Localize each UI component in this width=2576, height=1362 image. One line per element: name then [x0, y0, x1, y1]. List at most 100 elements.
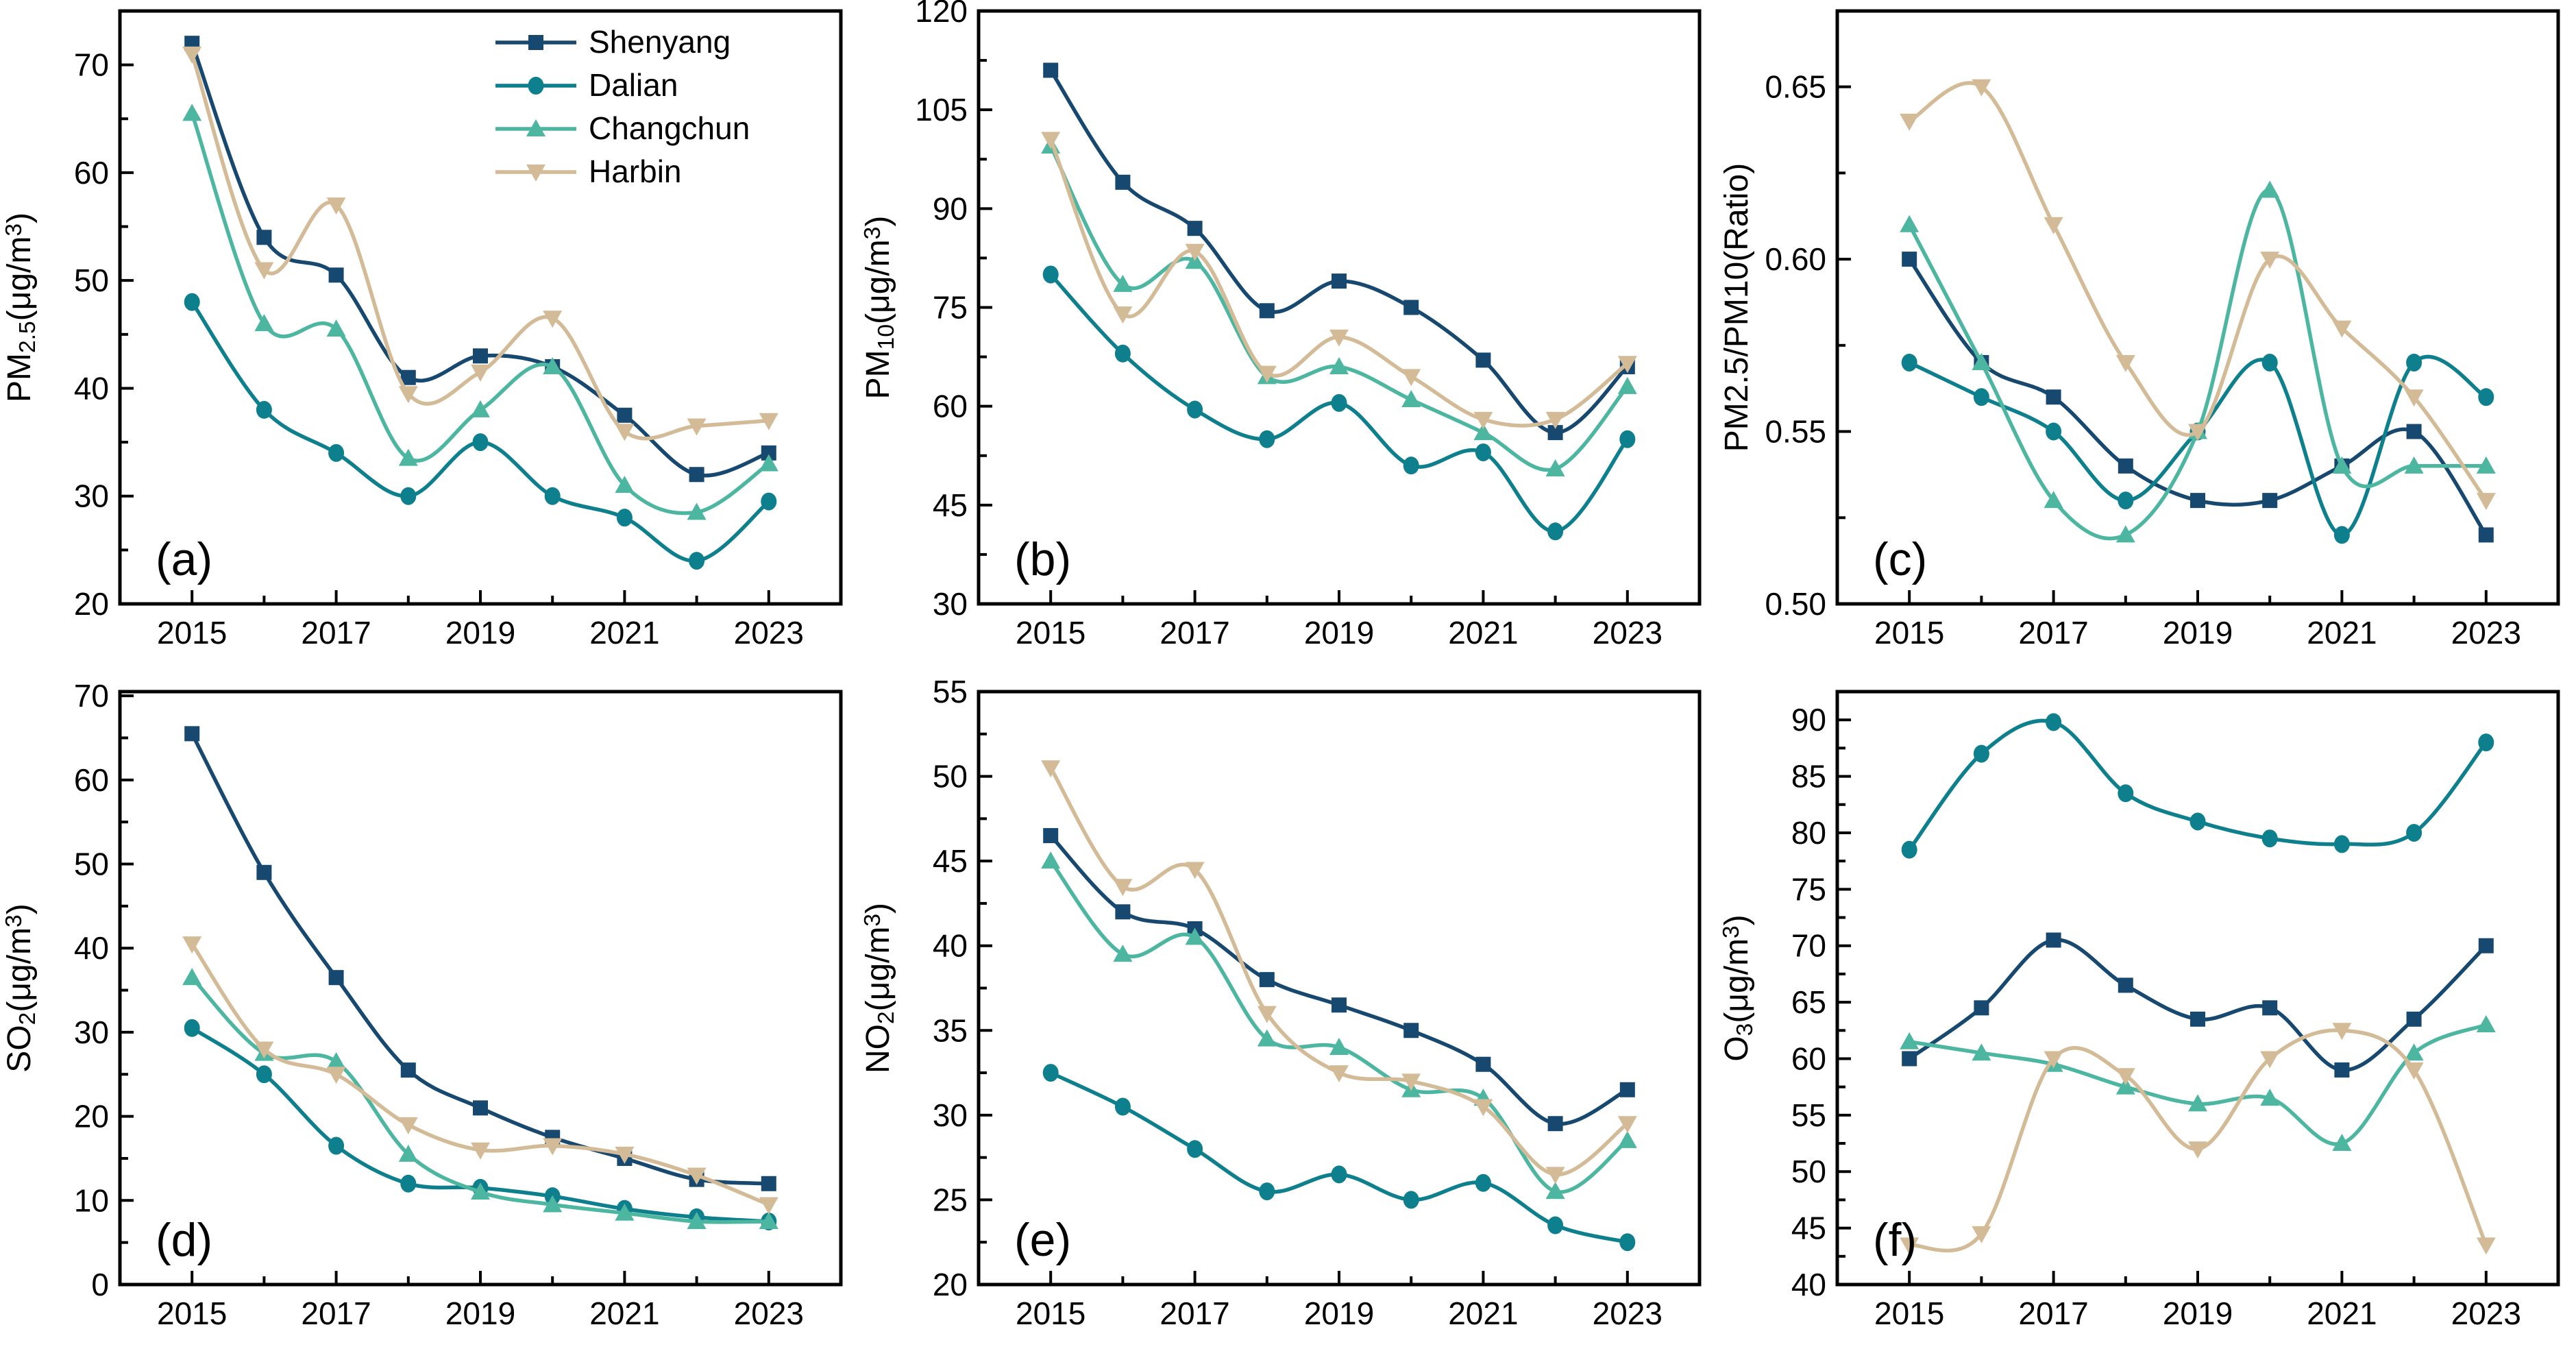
- series-marker-dalian: [1547, 522, 1564, 541]
- series-marker-harbin: [2044, 217, 2063, 234]
- y-tick-label: 45: [933, 843, 968, 879]
- series-marker-harbin: [2404, 389, 2424, 407]
- y-tick-label: 50: [1791, 1154, 1826, 1189]
- y-axis-title: NO2(μg/m3): [860, 903, 899, 1073]
- series-marker-shenyang: [184, 726, 200, 742]
- series-marker-dalian: [1331, 393, 1347, 412]
- y-tick-label: 45: [933, 487, 968, 523]
- series-marker-shenyang: [2478, 938, 2494, 953]
- x-tick-label: 2017: [1160, 615, 1229, 650]
- series-marker-dalian: [2046, 713, 2062, 731]
- series-marker-dalian: [2118, 491, 2134, 510]
- series-marker-shenyang: [1974, 1000, 1989, 1016]
- series-marker-harbin: [2332, 1023, 2352, 1041]
- y-tick-label: 40: [74, 930, 109, 966]
- panel-label: (c): [1873, 533, 1927, 585]
- series-marker-shenyang: [2046, 932, 2061, 948]
- series-marker-dalian: [1475, 443, 1491, 461]
- series-marker-changchun: [1617, 376, 1637, 394]
- series-marker-shenyang: [2190, 1011, 2205, 1027]
- y-tick-label: 45: [1791, 1211, 1826, 1246]
- y-tick-label: 55: [933, 681, 968, 709]
- y-tick-label: 90: [933, 191, 968, 226]
- series-marker-dalian: [256, 400, 272, 419]
- series-marker-changchun: [1329, 357, 1349, 374]
- y-tick-label: 50: [74, 847, 109, 882]
- series-marker-harbin: [254, 262, 274, 280]
- x-tick-label: 2015: [157, 615, 227, 650]
- series-marker-harbin: [1401, 1073, 1421, 1091]
- series-marker-harbin: [2260, 1051, 2280, 1069]
- y-tick-label: 50: [74, 263, 109, 298]
- series-marker-shenyang: [1619, 1082, 1635, 1097]
- series-marker-harbin: [2476, 1237, 2496, 1255]
- axis-ticks: [979, 690, 1629, 1286]
- series-marker-harbin: [1113, 306, 1133, 324]
- series-marker-harbin: [1041, 760, 1061, 778]
- series-marker-shenyang: [1259, 972, 1275, 988]
- series-marker-harbin: [1041, 132, 1061, 149]
- series-marker-changchun: [2404, 456, 2424, 474]
- plot-area: 20 30 40 50 60 70 2015 2017 2019 2021 2023 PM2.5(μg…: [1, 9, 843, 650]
- series-marker-changchun: [759, 1211, 778, 1229]
- series-marker-dalian: [1259, 1182, 1275, 1201]
- series-marker-shenyang: [1547, 425, 1563, 441]
- series-marker-harbin: [1473, 411, 1493, 429]
- series-marker-shenyang: [2118, 977, 2133, 993]
- series-line-changchun: [1048, 859, 1630, 1194]
- series-marker-dalian: [2478, 733, 2494, 752]
- x-tick-label: 2019: [1304, 615, 1374, 650]
- series-marker-dalian: [184, 293, 200, 311]
- series-marker-shenyang: [328, 970, 344, 986]
- series-marker-shenyang: [400, 369, 416, 385]
- x-tick-label: 2019: [1304, 1296, 1374, 1331]
- y-axis-title: PM2.5(μg/m3): [1, 212, 40, 402]
- y-tick-label: 60: [74, 155, 109, 191]
- series-marker-harbin: [2188, 424, 2207, 441]
- x-tick-label: 2023: [1593, 1296, 1663, 1331]
- series-line-changchun: [190, 111, 771, 515]
- series-marker-harbin: [1329, 329, 1349, 347]
- series-marker-harbin: [1617, 356, 1637, 374]
- series-marker-harbin: [2332, 320, 2352, 338]
- series-marker-dalian: [1187, 400, 1203, 419]
- series-marker-changchun: [2260, 1089, 2280, 1106]
- subplot-e-no2: 20 25 30 35 40 45 50 55 2015 2017 2019 2021 2023 NO2(…: [860, 681, 1702, 1331]
- series-marker-dalian: [1259, 430, 1275, 448]
- series-marker-dalian: [1042, 1064, 1059, 1082]
- y-tick-label: 60: [74, 762, 109, 798]
- legend-marker-changchun: [526, 119, 545, 136]
- series-marker-harbin: [182, 936, 202, 954]
- series-line-harbin: [1048, 766, 1630, 1177]
- series-marker-shenyang: [2190, 493, 2205, 509]
- series-marker-dalian: [2261, 829, 2278, 848]
- series-marker-changchun: [2476, 456, 2496, 474]
- y-tick-label: 20: [74, 586, 109, 622]
- series-line-dalian: [1048, 1071, 1630, 1244]
- panel-label: (b): [1014, 533, 1071, 585]
- series-marker-dalian: [2333, 835, 2350, 853]
- series-marker-changchun: [2476, 1015, 2496, 1033]
- series-marker-harbin: [1257, 365, 1277, 383]
- series-line-changchun: [1907, 1023, 2488, 1146]
- legend-label: Changchun: [589, 110, 750, 146]
- series-marker-harbin: [1900, 113, 1919, 131]
- y-tick-label: 80: [1791, 815, 1826, 851]
- series-marker-harbin: [182, 46, 202, 64]
- series-marker-shenyang: [256, 864, 272, 880]
- series-marker-harbin: [2044, 1051, 2063, 1069]
- series-marker-dalian: [1547, 1216, 1564, 1235]
- x-tick-label: 2021: [2307, 615, 2377, 650]
- series-marker-changchun: [2404, 1043, 2424, 1061]
- series-marker-dalian: [1901, 840, 1917, 859]
- series-marker-dalian: [1187, 1140, 1203, 1158]
- axis-ticks: [120, 694, 770, 1286]
- y-tick-label: 75: [1791, 871, 1826, 907]
- series-marker-changchun: [182, 104, 202, 121]
- series-marker-harbin: [1473, 1099, 1493, 1117]
- series-marker-harbin: [398, 386, 418, 404]
- series-marker-harbin: [543, 1138, 563, 1156]
- x-tick-label: 2021: [1448, 1296, 1518, 1331]
- x-tick-label: 2017: [1160, 1296, 1229, 1331]
- series-marker-dalian: [1114, 344, 1131, 363]
